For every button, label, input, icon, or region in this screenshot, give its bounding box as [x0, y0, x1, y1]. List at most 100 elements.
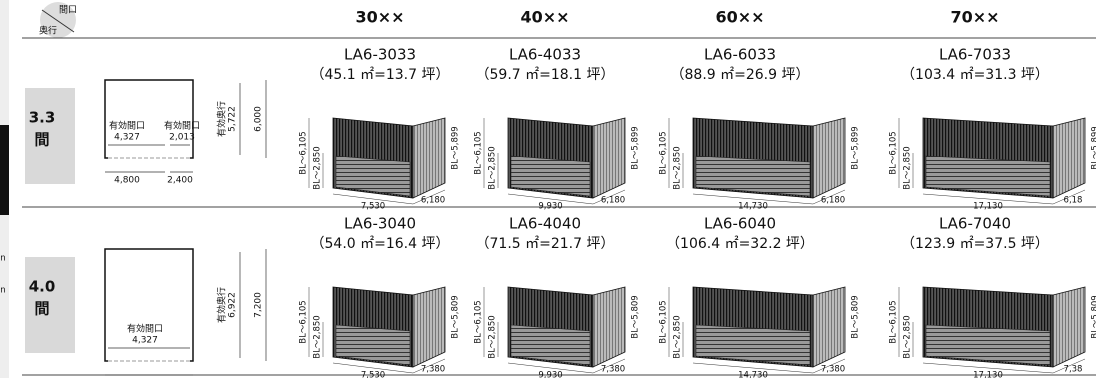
shed-side	[412, 117, 446, 199]
plan-value: 4,800	[114, 176, 140, 186]
height-label: BL～6,105	[889, 300, 899, 343]
height-label: BL～6,105	[659, 131, 669, 174]
shed-shutter	[335, 155, 411, 197]
floor-area: （59.7 ㎡=18.1 坪）	[476, 67, 615, 83]
dimension-line	[332, 362, 414, 374]
column-header: 40××	[520, 8, 569, 27]
plan-opening	[108, 156, 190, 160]
corner-diagonal	[41, 9, 75, 33]
height-label: BL～2,850	[313, 146, 323, 189]
shed-side	[592, 117, 626, 199]
dimension-line	[592, 189, 626, 205]
corner-label: 間口	[59, 5, 77, 16]
height-label: BL～5,809	[851, 295, 861, 338]
corner-badge	[40, 2, 76, 38]
depth-label: 7,380	[821, 365, 845, 375]
column-header: 60××	[715, 8, 764, 27]
depth-label: 6,180	[821, 196, 845, 206]
plan-value: 6,000	[254, 106, 264, 132]
dimension-line	[692, 193, 814, 205]
plan-label: 有効間口	[164, 120, 200, 132]
width-label: 7,530	[361, 371, 385, 378]
plan-label: 有効間口	[109, 120, 145, 132]
floor-area: （106.4 ㎡=32.2 坪）	[666, 236, 814, 252]
dimension-line	[592, 358, 626, 374]
width-label: 14,730	[738, 202, 768, 212]
depth-label: 7,38	[1064, 365, 1083, 375]
model-name: LA6-3040	[344, 215, 416, 233]
shed-side	[1052, 286, 1086, 368]
column-header: 70××	[950, 8, 999, 27]
plan-value: 5,722	[228, 106, 238, 132]
depth-label: 7,380	[421, 365, 445, 375]
height-label: BL～5,809	[1091, 295, 1096, 338]
dimension-line	[812, 358, 846, 374]
row-label-size: 3.3	[29, 109, 56, 127]
sidebar-tab	[0, 125, 9, 215]
plan-value: 4,327	[114, 133, 140, 143]
shed-side	[1052, 117, 1086, 199]
model-name: LA6-7033	[939, 46, 1011, 64]
model-name: LA6-3033	[344, 46, 416, 64]
model-name: LA6-6033	[704, 46, 776, 64]
height-label: BL～2,850	[313, 315, 323, 358]
plan-label: 有効間口	[127, 323, 163, 335]
plan-value: 4,327	[132, 336, 158, 346]
shed-side	[812, 286, 846, 368]
model-name: LA6-4040	[509, 215, 581, 233]
sidebar-fragment: n	[0, 254, 5, 264]
height-label: BL～5,899	[851, 126, 861, 169]
dimension-line	[812, 189, 846, 205]
row-label-unit: 間	[34, 131, 49, 149]
floor-area: （54.0 ㎡=16.4 坪）	[311, 236, 450, 252]
height-label: BL～6,105	[299, 131, 309, 174]
plan-label: 有効奥行	[216, 287, 228, 323]
shed-shutter	[510, 155, 591, 197]
height-label: BL～6,105	[474, 131, 484, 174]
dimension-line	[412, 189, 446, 205]
width-label: 9,930	[538, 202, 562, 212]
row-label-box	[25, 88, 75, 184]
width-label: 9,930	[538, 371, 562, 378]
shed-side	[412, 286, 446, 368]
floor-area: （88.9 ㎡=26.9 坪）	[671, 67, 810, 83]
floor-area: （123.9 ㎡=37.5 坪）	[901, 236, 1049, 252]
dimension-line	[1052, 189, 1086, 205]
column-header: 30××	[355, 8, 404, 27]
shed-side	[592, 286, 626, 368]
dimension-line	[922, 193, 1054, 205]
floor-area: （103.4 ㎡=31.3 坪）	[901, 67, 1049, 83]
dimension-line	[922, 362, 1054, 374]
width-label: 14,730	[738, 371, 768, 378]
shed-side	[812, 117, 846, 199]
shed-shutter	[925, 155, 1051, 197]
plan-value: 2,400	[167, 176, 193, 186]
height-label: BL～2,850	[673, 146, 683, 189]
depth-label: 6,180	[421, 196, 445, 206]
plan-opening	[108, 359, 190, 363]
plan-label: 有効奥行	[216, 101, 228, 137]
row-label-box	[25, 257, 75, 353]
height-label: BL～5,899	[451, 126, 461, 169]
width-label: 7,530	[361, 202, 385, 212]
shed-shutter	[335, 324, 411, 366]
plan-outline	[104, 79, 194, 159]
height-label: BL～2,850	[903, 146, 913, 189]
floor-area: （45.1 ㎡=13.7 坪）	[311, 67, 450, 83]
floor-area: （71.5 ㎡=21.7 坪）	[476, 236, 615, 252]
plan-value: 6,922	[228, 292, 238, 318]
height-label: BL～6,105	[889, 131, 899, 174]
height-label: BL～2,850	[903, 315, 913, 358]
height-label: BL～6,105	[659, 300, 669, 343]
shed-shutter	[925, 324, 1051, 366]
height-label: BL～5,809	[451, 295, 461, 338]
shed-shutter	[510, 324, 591, 366]
dimension-line	[412, 358, 446, 374]
plan-value: 7,200	[254, 292, 264, 318]
corner-label: 奥行	[39, 25, 57, 37]
width-label: 17,130	[973, 371, 1003, 378]
height-label: BL～6,105	[299, 300, 309, 343]
depth-label: 7,380	[601, 365, 625, 375]
dimension-line	[1052, 358, 1086, 374]
